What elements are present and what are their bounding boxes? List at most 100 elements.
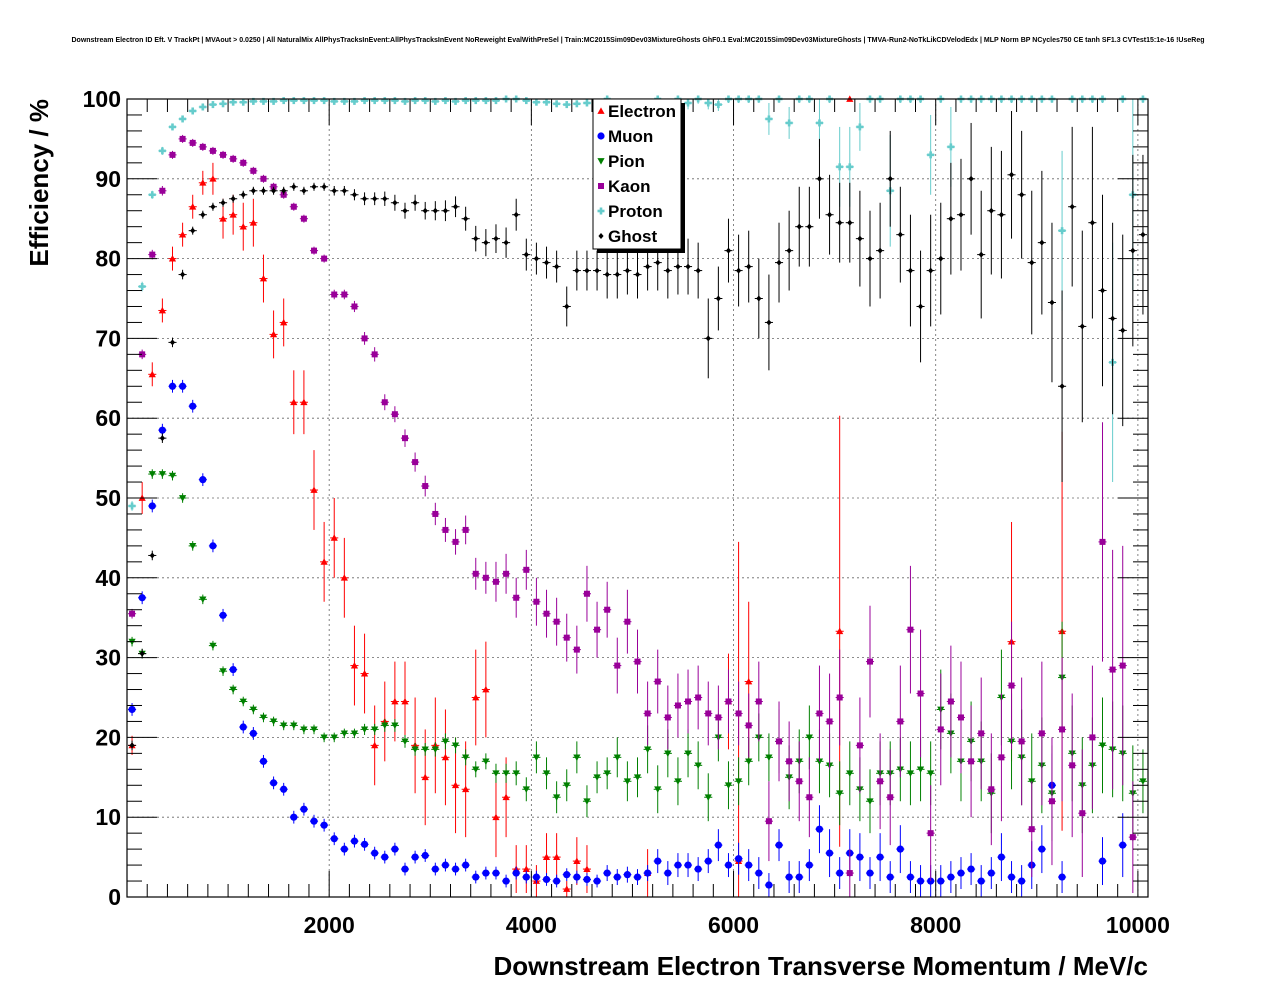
marker-bar — [818, 119, 821, 127]
ghost-marker — [513, 211, 519, 218]
marker-bar — [292, 97, 296, 105]
proton-marker — [765, 115, 773, 123]
ghost-marker — [857, 235, 863, 242]
proton-marker — [168, 123, 176, 131]
ghost-point — [128, 740, 137, 751]
kaon-marker — [230, 155, 237, 162]
pion-point — [380, 719, 389, 732]
ghost-marker — [735, 267, 742, 274]
marker-bar — [262, 97, 265, 105]
muon-marker — [168, 382, 177, 390]
kaon-point — [309, 246, 319, 255]
kaon-point — [198, 142, 207, 151]
muon-point — [330, 832, 339, 846]
pion-marker — [654, 786, 662, 793]
kaon-point — [1047, 737, 1057, 866]
kaon-point — [724, 669, 733, 734]
muon-point — [582, 873, 591, 886]
kaon-marker — [664, 714, 671, 721]
ghost-point — [360, 192, 369, 206]
y-tick-label: 0 — [108, 884, 121, 910]
electron-marker — [573, 857, 581, 864]
electron-point — [552, 833, 561, 882]
proton-point — [582, 99, 591, 107]
kaon-marker — [432, 510, 439, 517]
ghost-marker — [200, 211, 206, 218]
proton-marker — [462, 97, 470, 105]
legend-item-pion: Pion — [597, 152, 645, 171]
ghost-marker — [503, 239, 509, 246]
pion-point — [400, 735, 410, 748]
kaon-marker — [877, 778, 884, 785]
marker-bar — [525, 97, 528, 105]
muon-point — [1037, 825, 1046, 874]
marker-bar — [171, 123, 174, 131]
muon-point — [168, 379, 177, 393]
ghost-point — [421, 201, 430, 220]
kaon-marker — [573, 646, 580, 653]
kaon-point — [774, 701, 784, 782]
ghost-marker — [422, 207, 428, 214]
proton-marker — [684, 99, 692, 107]
ghost-point — [522, 238, 531, 271]
marker-bar — [252, 97, 255, 105]
marker-bar — [585, 99, 589, 107]
muon-point — [320, 818, 329, 832]
kaon-point — [785, 721, 794, 802]
marker-bar — [353, 97, 356, 105]
kaon-point — [876, 733, 885, 830]
ghost-point — [714, 266, 723, 331]
proton-marker — [199, 103, 207, 111]
legend-item-muon: Muon — [597, 127, 653, 146]
pion-marker — [542, 770, 551, 777]
kaon-point — [451, 529, 460, 555]
proton-point — [370, 97, 379, 105]
marker-bar — [332, 97, 336, 105]
muon-point — [916, 865, 925, 897]
proton-point — [360, 97, 369, 105]
muon-point — [289, 810, 298, 824]
marker-bar — [413, 97, 417, 105]
proton-point — [158, 146, 167, 155]
ghost-point — [734, 234, 743, 307]
pion-point — [906, 741, 915, 806]
electron-marker — [462, 785, 470, 793]
kaon-point — [239, 158, 248, 167]
kaon-marker — [401, 435, 408, 442]
proton-marker — [350, 97, 358, 105]
ghost-marker — [655, 259, 661, 266]
muon-marker — [128, 705, 136, 714]
electron-point — [340, 537, 349, 618]
y-tick-label: 20 — [95, 724, 121, 750]
marker-bar — [423, 97, 427, 105]
kaon-point — [623, 589, 632, 654]
marker-bar — [838, 163, 841, 171]
muon-marker — [381, 853, 389, 861]
muon-marker — [431, 865, 439, 873]
kaon-marker — [331, 291, 338, 298]
marker-bar — [363, 97, 366, 105]
ghost-point — [845, 182, 854, 263]
ghost-point — [997, 150, 1006, 279]
kaon-point — [481, 561, 490, 594]
muon-point — [239, 720, 248, 734]
pion-point — [461, 749, 470, 766]
legend-box — [592, 98, 682, 250]
ghost-marker — [796, 223, 802, 230]
electron-marker — [583, 865, 591, 872]
legend-label-proton: Proton — [608, 202, 663, 221]
kaon-marker — [867, 658, 874, 665]
kaon-marker — [856, 742, 863, 749]
muon-point — [967, 853, 976, 886]
kaon-point — [865, 605, 875, 718]
proton-marker — [290, 97, 298, 105]
pion-point — [502, 763, 511, 783]
pion-marker — [421, 746, 429, 753]
electron-marker — [542, 853, 551, 860]
marker-bar — [181, 115, 184, 123]
electron-marker — [300, 398, 308, 406]
kaon-point — [542, 589, 551, 638]
kaon-marker — [412, 459, 419, 466]
electron-point — [350, 625, 359, 706]
ghost-point — [967, 122, 976, 235]
